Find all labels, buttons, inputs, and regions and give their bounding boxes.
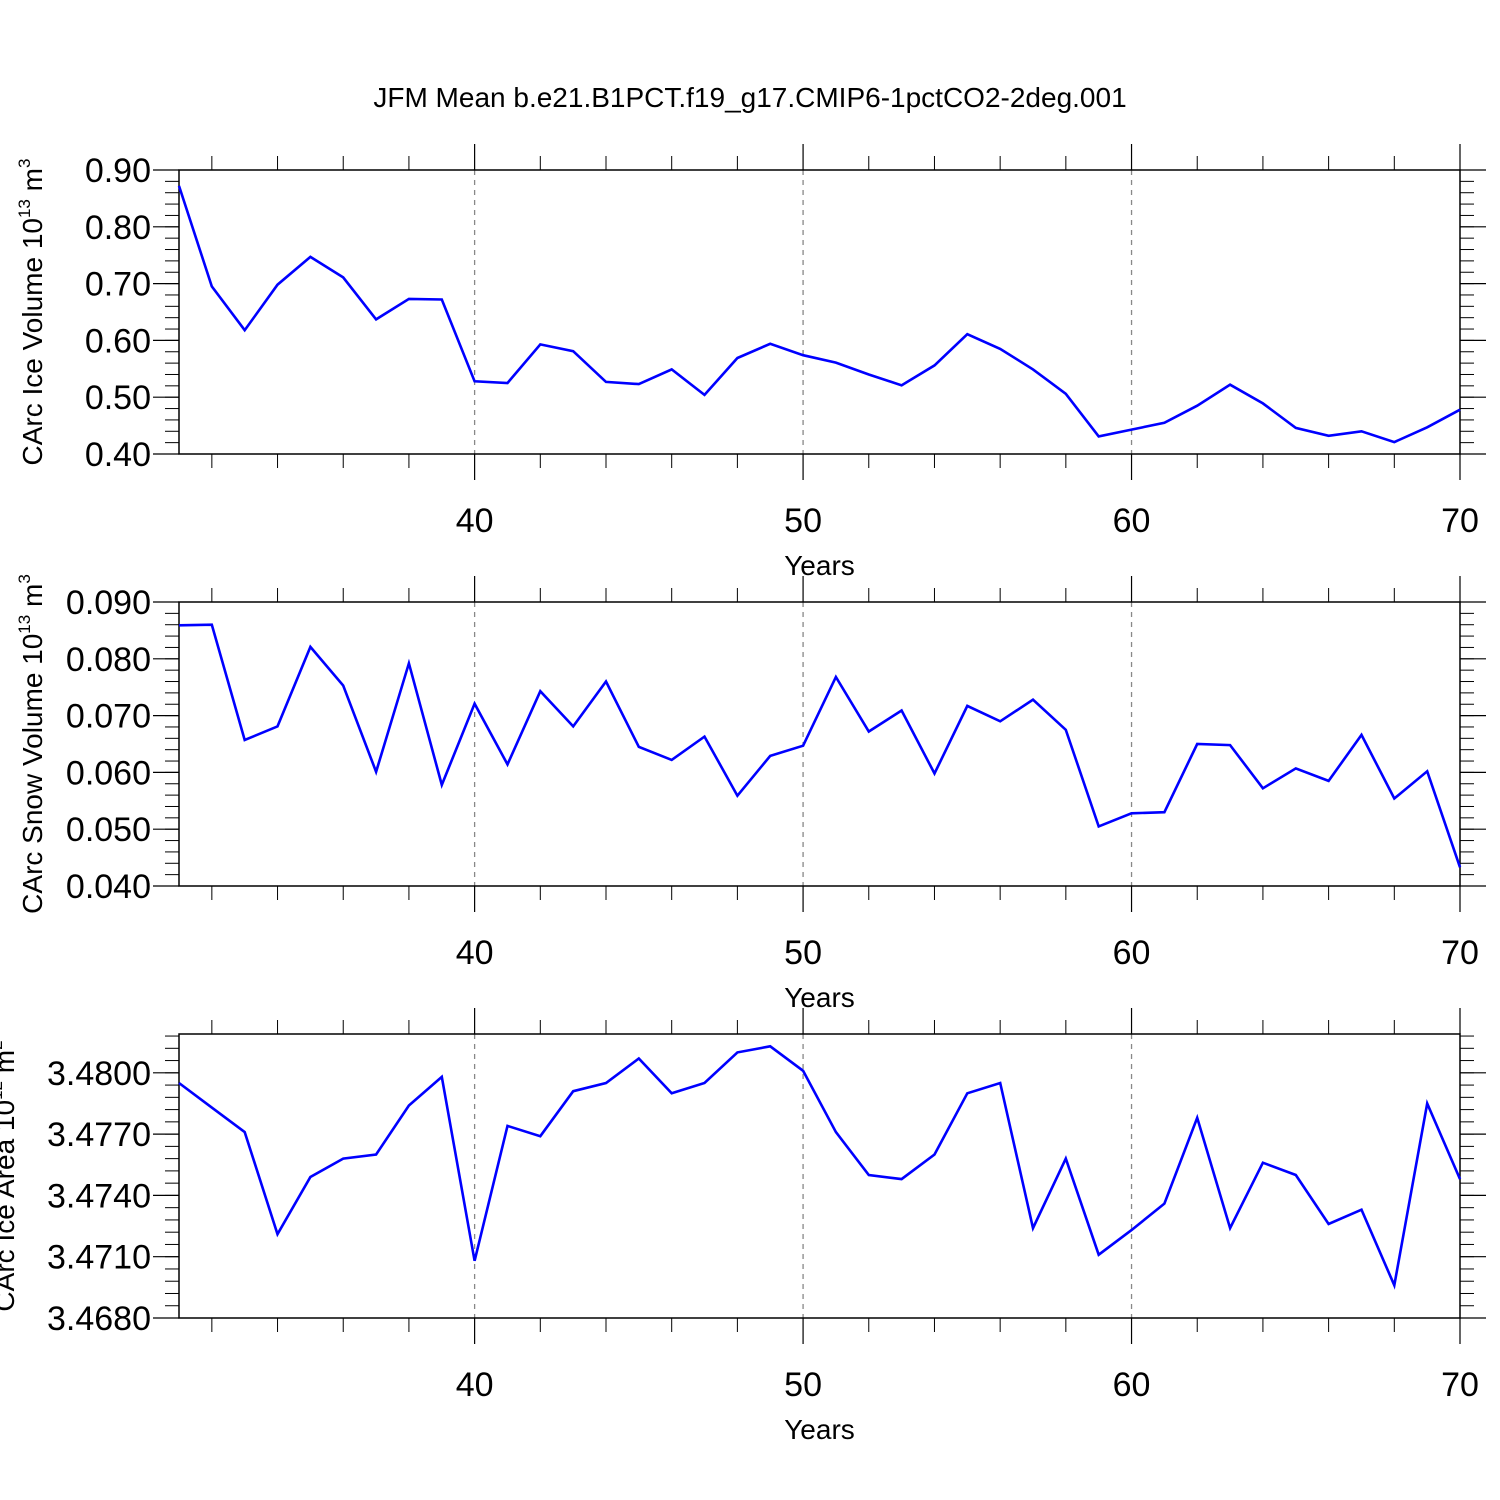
x-tick-label: 50	[784, 934, 822, 972]
y-axis-label-superscript: 3	[15, 574, 34, 583]
y-tick-label: 0.60	[85, 322, 151, 360]
y-tick-label: 0.090	[66, 584, 151, 622]
plot-frame	[178, 1033, 1461, 1319]
series-line	[177, 185, 1461, 444]
panel-3: 3.4680 3.4710 3.4740 3.4770 3.4800 40 50 60 70 Ye…	[0, 1008, 1486, 1445]
y-axis-label-superscript: 13	[15, 615, 34, 634]
y-tick-label: 0.040	[66, 868, 151, 906]
series-line	[178, 1044, 1462, 1290]
x-tick-label: 60	[1113, 934, 1151, 972]
y-tick-label: 0.50	[85, 379, 151, 417]
series-line	[178, 623, 1462, 868]
x-tick-label: 40	[456, 502, 494, 540]
x-tick-label: 70	[1441, 502, 1479, 540]
y-tick-label: 0.80	[85, 209, 151, 247]
x-axis-label: Years	[784, 982, 855, 1013]
y-tick-label: 0.90	[85, 152, 151, 190]
y-axis-label-part: m	[17, 584, 48, 615]
y-tick-label: 0.080	[66, 641, 151, 679]
y-axis-label-superscript: 13	[15, 199, 34, 218]
x-axis-label: Years	[784, 1414, 855, 1445]
y-tick-label: 3.4710	[47, 1239, 151, 1277]
y-tick-label: 0.060	[66, 754, 151, 792]
panel-1: 0.40 0.50 0.60 0.70 0.80 0.90 40 50 60 70 Years CAr…	[15, 144, 1486, 581]
y-tick-label: 3.4770	[47, 1116, 151, 1154]
y-tick-label: 0.70	[85, 266, 151, 304]
panel-2: 0.040 0.050 0.060 0.070 0.080 0.090 40 50 60 70 Ye…	[15, 574, 1486, 1013]
x-tick-label: 60	[1113, 1366, 1151, 1404]
y-tick-label: 0.40	[85, 436, 151, 474]
x-tick-label: 40	[456, 1366, 494, 1404]
x-tick-label: 70	[1441, 1366, 1479, 1404]
plot-frame	[178, 169, 1461, 455]
y-tick-label: 3.4680	[47, 1300, 151, 1338]
y-axis-label-part: m	[0, 1050, 20, 1081]
y-axis-label: CArc Ice Area 1012 m2	[0, 1040, 20, 1311]
y-axis-label: CArc Snow Volume 1013 m3	[15, 574, 48, 914]
x-axis-label: Years	[784, 550, 855, 581]
y-axis-label-part: CArc Ice Volume 10	[17, 218, 48, 465]
y-axis-label-part: CArc Snow Volume 10	[17, 634, 48, 914]
y-axis-label-superscript: 3	[15, 159, 34, 168]
y-axis-label-part: CArc Ice Area 10	[0, 1100, 20, 1312]
x-tick-label: 40	[456, 934, 494, 972]
x-tick-label: 50	[784, 1366, 822, 1404]
y-tick-label: 3.4800	[47, 1055, 151, 1093]
x-tick-label: 70	[1441, 934, 1479, 972]
x-tick-label: 60	[1113, 502, 1151, 540]
y-axis-label-superscript: 12	[0, 1081, 6, 1100]
y-axis-label: CArc Ice Volume 1013 m3	[15, 159, 48, 466]
y-axis-label-superscript: 2	[0, 1040, 6, 1049]
y-tick-label: 3.4740	[47, 1177, 151, 1215]
x-tick-label: 50	[784, 502, 822, 540]
chart-title: JFM Mean b.e21.B1PCT.f19_g17.CMIP6-1pctC…	[373, 82, 1126, 113]
y-tick-label: 0.050	[66, 811, 151, 849]
plot-frame	[178, 601, 1461, 887]
y-tick-label: 0.070	[66, 698, 151, 736]
y-axis-label-part: m	[17, 168, 48, 199]
